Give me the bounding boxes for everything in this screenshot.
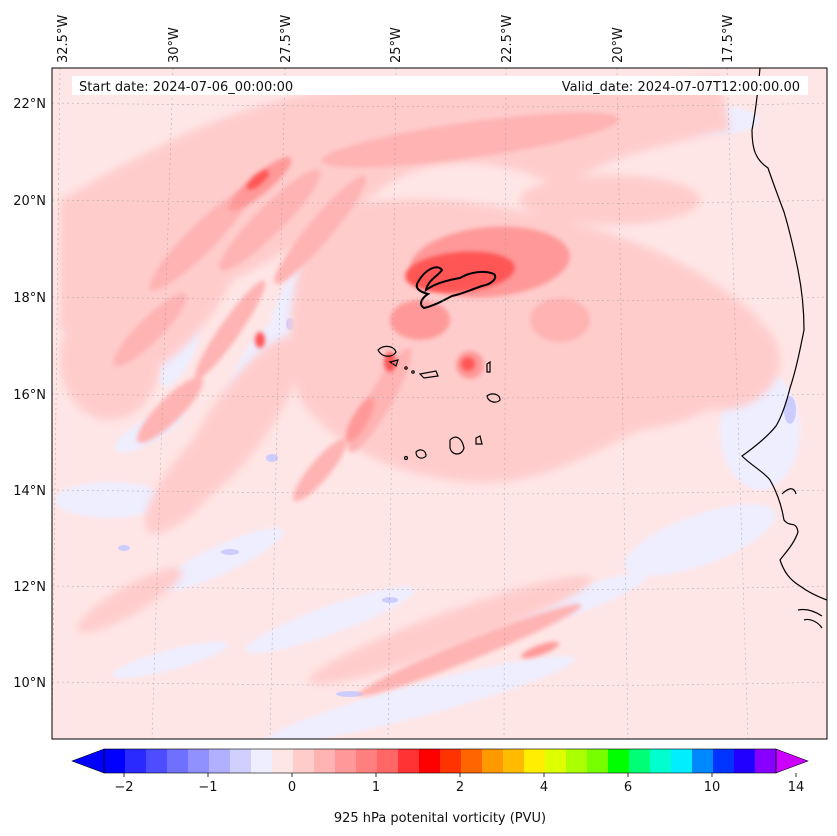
colorbar-cell [503, 749, 525, 773]
colorbar-cell [482, 749, 504, 773]
colorbar-tick-label: 0 [288, 780, 296, 795]
colorbar-cell [461, 749, 483, 773]
colorbar-cell [314, 749, 336, 773]
colorbar-cell [671, 749, 693, 773]
colorbar-cell [713, 749, 735, 773]
lat-label: 20°N [13, 194, 46, 209]
colorbar-cell [419, 749, 441, 773]
lat-label: 22°N [13, 97, 46, 112]
lat-label: 10°N [13, 676, 46, 691]
colorbar-cell [587, 749, 609, 773]
colorbar-cell [629, 749, 651, 773]
lon-label: 17.5°W [721, 15, 736, 63]
colorbar-tick-label: −1 [198, 780, 217, 795]
cabo-verde-islands [377, 345, 501, 461]
colorbar-tick-label: −2 [114, 780, 133, 795]
date-header: Start date: 2024-07-06_00:00:00 Valid_da… [72, 76, 808, 95]
colorbar-cell [251, 749, 273, 773]
date-header-background [72, 76, 808, 95]
lon-label: 25°W [389, 27, 404, 63]
colorbar-tick-label: 14 [788, 780, 805, 795]
lat-label: 18°N [13, 291, 46, 306]
colorbar-tick-label: 4 [540, 780, 548, 795]
colorbar-cell [566, 749, 588, 773]
lon-label: 30°W [167, 27, 182, 63]
colorbar-cell [608, 749, 630, 773]
colorbar-cell [272, 749, 294, 773]
colorbar-cell [335, 749, 357, 773]
colorbar-title: 925 hPa potenital vorticity (PVU) [334, 811, 546, 826]
colorbar-cell [209, 749, 231, 773]
lon-label: 22.5°W [500, 15, 515, 63]
colorbar-cell [440, 749, 462, 773]
colorbar-tick-label: 6 [624, 780, 632, 795]
pv-2-contour [415, 266, 497, 310]
colorbar-cell [293, 749, 315, 773]
pv-streaks [113, 112, 619, 696]
colorbar-cell [734, 749, 756, 773]
colorbar-cell [188, 749, 210, 773]
colorbar-tick-label: 10 [704, 780, 721, 795]
valid-date: Valid_date: 2024-07-07T12:00:00.00 [562, 80, 800, 95]
map-panel [52, 68, 827, 739]
lat-label: 14°N [13, 484, 46, 499]
colorbar-frame [103, 748, 777, 774]
colorbar-tick-label: 1 [372, 780, 380, 795]
colorbar-cell [545, 749, 567, 773]
longitude-labels: 32.5°W 30°W 27.5°W 25°W 22.5°W 20°W 17.5… [56, 15, 736, 63]
colorbar-cell [692, 749, 714, 773]
graticule [52, 68, 827, 739]
lat-label: 16°N [13, 388, 46, 403]
colorbar-cell [125, 749, 147, 773]
lon-label: 20°W [611, 27, 626, 63]
latitude-labels: 22°N 20°N 18°N 16°N 14°N 12°N 10°N [13, 97, 46, 691]
colorbar-cell [167, 749, 189, 773]
lat-label: 12°N [13, 580, 46, 595]
lon-label: 27.5°W [279, 15, 294, 63]
colorbar-cell [356, 749, 378, 773]
colorbar-ticks: −2 −1 0 1 2 4 6 10 14 [114, 773, 804, 795]
lon-label: 32.5°W [56, 15, 71, 63]
colorbar-cell [398, 749, 420, 773]
colorbar-cells [104, 749, 777, 773]
colorbar-min-extend [71, 748, 105, 774]
start-date: Start date: 2024-07-06_00:00:00 [79, 80, 293, 95]
colorbar-cell [377, 749, 399, 773]
colorbar-cell [755, 749, 777, 773]
pv-core-strong [246, 170, 515, 372]
colorbar-cell [104, 749, 126, 773]
colorbar-cell [524, 749, 546, 773]
colorbar-cell [650, 749, 672, 773]
map-frame [51, 67, 828, 740]
colorbar: −2 −1 0 1 2 4 6 10 14 925 hPa potenital vorticit… [71, 748, 809, 826]
colorbar-tick-label: 2 [456, 780, 464, 795]
colorbar-max-extend [775, 748, 809, 774]
west-africa-coastline [741, 68, 827, 629]
colorbar-cell [230, 749, 252, 773]
colorbar-cell [146, 749, 168, 773]
